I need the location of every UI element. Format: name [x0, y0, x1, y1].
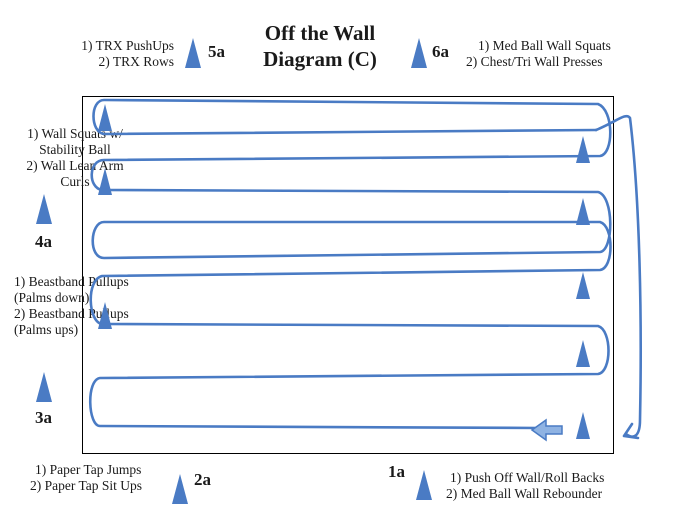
start-arrow-icon	[530, 418, 563, 442]
station-6a-label: 1) Med Ball Wall Squats 2) Chest/Tri Wal…	[466, 38, 646, 70]
station-4a-number: 4a	[35, 232, 52, 251]
field-boundary	[82, 96, 614, 454]
cone-icon-5a	[185, 38, 201, 68]
station-2a-label: 1) Paper Tap Jumps 2) Paper Tap Sit Ups	[30, 462, 180, 494]
station-2a-line-1: 1) Paper Tap Jumps	[35, 462, 142, 477]
station-4a-line-2: Stability Ball	[39, 142, 111, 157]
station-2a-line-2: 2) Paper Tap Sit Ups	[30, 478, 143, 493]
station-4a-line-4: Curls	[60, 174, 90, 189]
station-6a-line-1: 1) Med Ball Wall Squats	[478, 38, 611, 53]
station-3a-line-2: (Palms down)	[14, 290, 90, 305]
diagram-title: Off the Wall Diagram (C)	[240, 20, 400, 72]
station-1a-line-2: 2) Med Ball Wall Rebounder	[446, 486, 603, 501]
station-3a-line-4: (Palms ups)	[14, 322, 79, 337]
cone-icon-right-2	[576, 198, 590, 225]
station-1a-line-1: 1) Push Off Wall/Roll Backs	[450, 470, 605, 485]
station-5a-line-1: 1) TRX PushUps	[81, 38, 174, 53]
station-6a-number: 6a	[432, 42, 449, 61]
path-outer-return	[594, 114, 642, 438]
cone-icon-6a	[411, 38, 427, 68]
cone-icon-left-3	[98, 302, 112, 329]
cone-icon-1a	[416, 470, 432, 500]
cone-icon-right-5	[576, 412, 590, 439]
cone-icon-3a	[36, 372, 52, 402]
station-6a-line-2: 2) Chest/Tri Wall Presses	[466, 54, 603, 69]
title-line-1: Off the Wall	[264, 21, 376, 45]
cone-icon-right-3	[576, 272, 590, 299]
path-outer-arrow-icon	[622, 422, 640, 440]
station-3a-number: 3a	[35, 408, 52, 427]
title-line-2: Diagram (C)	[263, 47, 377, 71]
station-5a-label: 1) TRX PushUps 2) TRX Rows	[62, 38, 174, 70]
cone-icon-left-1	[98, 104, 112, 131]
station-5a-line-2: 2) TRX Rows	[98, 54, 174, 69]
cone-icon-2a	[172, 474, 188, 504]
station-5a-number: 5a	[208, 42, 225, 61]
cone-icon-left-2	[98, 168, 112, 195]
path-loop-1	[88, 98, 612, 430]
station-2a-number: 2a	[194, 470, 211, 489]
station-1a-number: 1a	[388, 462, 405, 481]
cone-icon-4a	[36, 194, 52, 224]
cone-icon-right-4	[576, 340, 590, 367]
station-1a-label: 1) Push Off Wall/Roll Backs 2) Med Ball …	[446, 470, 666, 502]
